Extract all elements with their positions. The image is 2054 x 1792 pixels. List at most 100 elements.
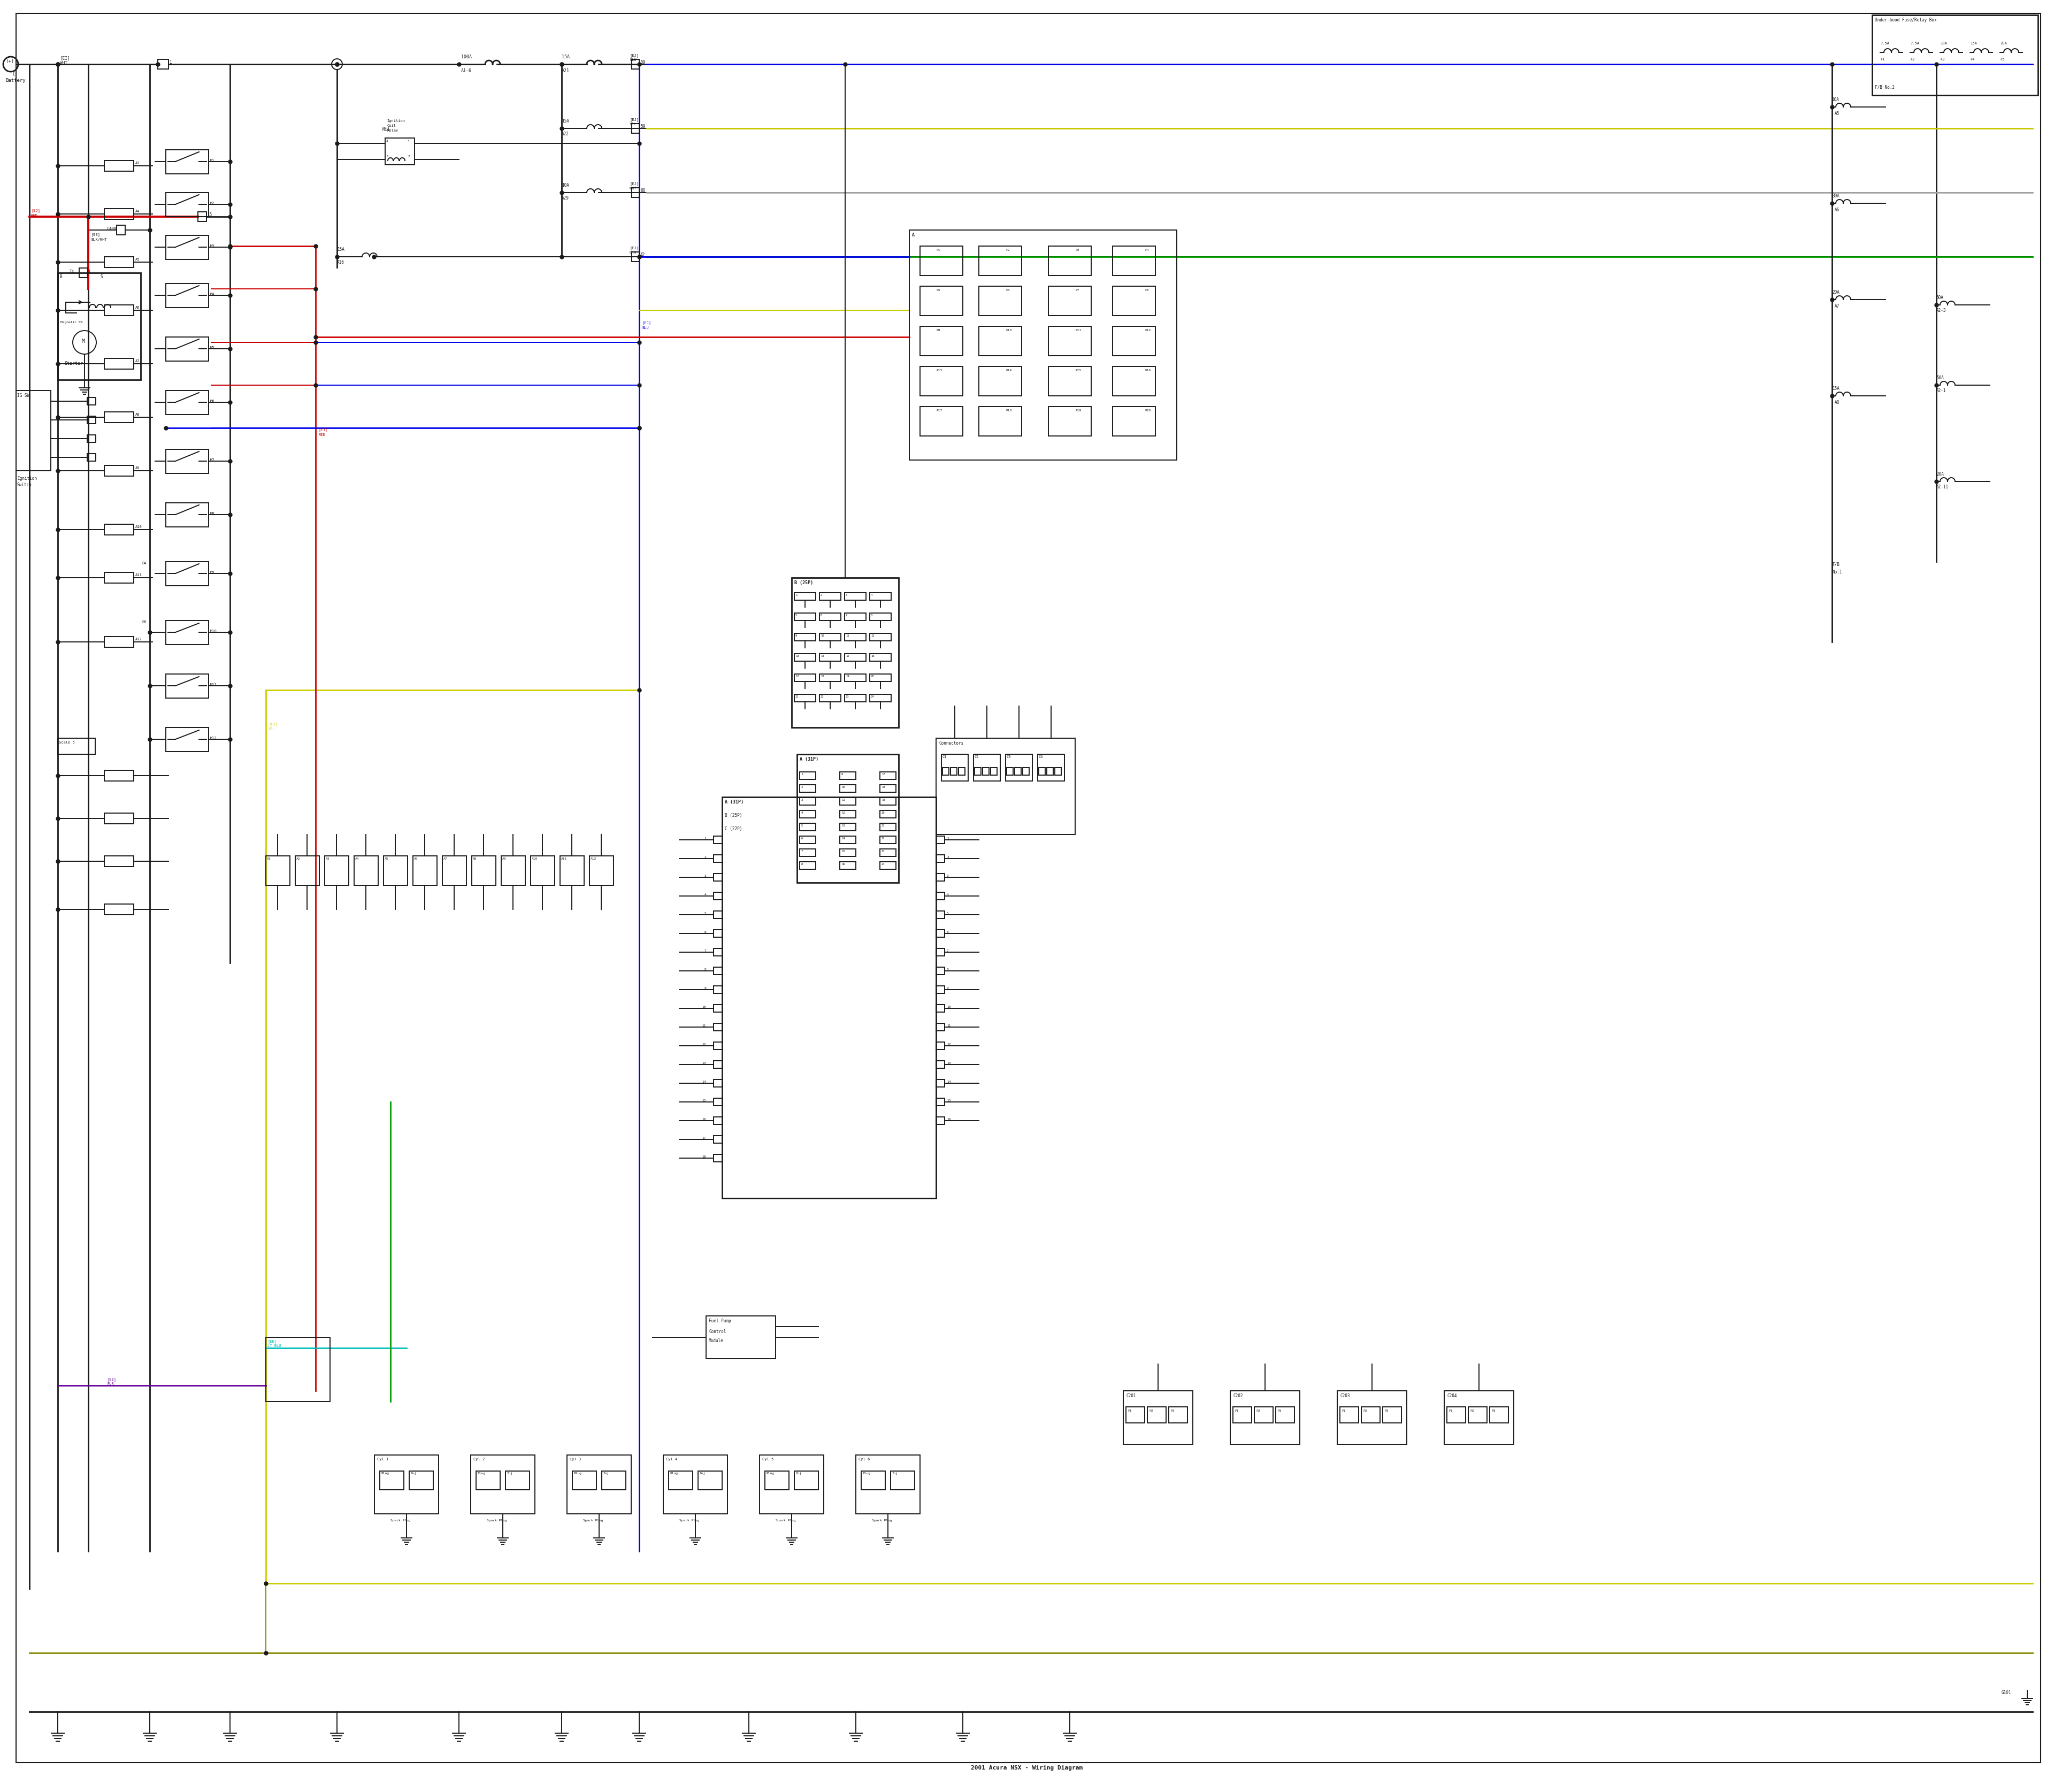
Bar xyxy=(477,1471,499,1489)
Text: P1: P1 xyxy=(1234,1410,1239,1412)
Text: 30A: 30A xyxy=(1832,194,1840,199)
Bar xyxy=(869,694,891,702)
Text: A5: A5 xyxy=(136,258,140,262)
Text: 16: 16 xyxy=(947,1118,951,1120)
Bar xyxy=(105,256,134,267)
Text: P3: P3 xyxy=(1074,249,1078,251)
Bar xyxy=(920,287,963,315)
Bar xyxy=(937,930,945,937)
Bar xyxy=(105,857,134,867)
Bar xyxy=(413,857,438,885)
Bar xyxy=(105,305,134,315)
Text: A11: A11 xyxy=(136,573,142,577)
Text: M11: M11 xyxy=(210,683,218,686)
Text: P2: P2 xyxy=(1471,1410,1475,1412)
Bar xyxy=(530,857,555,885)
Text: A2: A2 xyxy=(296,858,300,860)
Text: M: M xyxy=(82,339,84,344)
Text: Cyl 1: Cyl 1 xyxy=(378,1457,388,1460)
Text: A9: A9 xyxy=(503,858,505,860)
Bar xyxy=(1339,1407,1358,1423)
Text: 18: 18 xyxy=(820,676,824,677)
Bar xyxy=(105,636,134,647)
Bar xyxy=(795,633,815,642)
Text: C204: C204 xyxy=(1446,1394,1456,1398)
Text: PUR: PUR xyxy=(107,1382,113,1385)
Text: A8: A8 xyxy=(1834,400,1840,405)
Bar xyxy=(937,1023,945,1030)
Text: B4: B4 xyxy=(142,561,146,564)
Bar xyxy=(869,593,891,600)
Text: P2: P2 xyxy=(1006,249,1011,251)
Text: [EJ]: [EJ] xyxy=(631,54,639,57)
Text: A10: A10 xyxy=(136,525,142,529)
Bar xyxy=(879,810,896,817)
Text: P8: P8 xyxy=(1144,289,1148,292)
Bar xyxy=(1113,366,1154,396)
Text: C202: C202 xyxy=(1232,1394,1243,1398)
Bar xyxy=(937,1116,945,1124)
Text: [EI]: [EI] xyxy=(60,56,70,61)
Bar xyxy=(713,1136,723,1143)
Text: P3: P3 xyxy=(1491,1410,1495,1412)
Bar xyxy=(1446,1407,1467,1423)
Bar xyxy=(937,986,945,993)
Bar xyxy=(1382,1407,1401,1423)
Text: M9: M9 xyxy=(210,572,216,573)
Text: C201: C201 xyxy=(1126,1394,1136,1398)
Text: C4: C4 xyxy=(1039,754,1043,758)
Bar xyxy=(937,948,945,955)
Text: P2: P2 xyxy=(1148,1410,1152,1412)
Bar xyxy=(1444,1391,1514,1444)
Bar xyxy=(937,1098,945,1106)
Text: 15A: 15A xyxy=(1970,41,1976,45)
Bar xyxy=(713,1061,723,1068)
Text: 7.5A: 7.5A xyxy=(1910,41,1918,45)
Text: F5: F5 xyxy=(2001,57,2005,61)
Text: Cyl 5: Cyl 5 xyxy=(762,1457,774,1460)
Text: A2-11: A2-11 xyxy=(1937,484,1949,489)
Text: Relay: Relay xyxy=(386,129,398,133)
Text: Scale 5: Scale 5 xyxy=(60,740,74,744)
Bar xyxy=(505,1471,530,1489)
Text: 10: 10 xyxy=(820,634,824,638)
Text: 14: 14 xyxy=(820,654,824,658)
Text: P3: P3 xyxy=(1384,1410,1389,1412)
Bar xyxy=(166,450,210,473)
Bar xyxy=(86,453,97,461)
Bar xyxy=(1056,767,1062,776)
Text: B (25P): B (25P) xyxy=(795,581,813,586)
Text: 15: 15 xyxy=(842,849,844,853)
Bar xyxy=(374,1455,440,1514)
Bar xyxy=(105,208,134,219)
Text: 100A: 100A xyxy=(460,54,472,59)
Text: [EJ]: [EJ] xyxy=(641,321,651,324)
Bar xyxy=(1871,14,2038,95)
Text: M1: M1 xyxy=(210,159,216,161)
Text: 12: 12 xyxy=(871,634,875,638)
Text: A7: A7 xyxy=(136,360,140,362)
Text: Spark Plug: Spark Plug xyxy=(487,1520,507,1521)
Bar xyxy=(1006,754,1033,781)
Text: Plug: Plug xyxy=(477,1471,485,1475)
Bar xyxy=(795,654,815,661)
Bar xyxy=(974,767,982,776)
Bar xyxy=(791,577,900,728)
Bar xyxy=(713,1098,723,1106)
Text: Spark Plug: Spark Plug xyxy=(390,1520,411,1521)
Bar xyxy=(1148,1407,1167,1423)
Bar xyxy=(80,269,88,278)
Text: A5: A5 xyxy=(384,858,388,860)
Text: P2: P2 xyxy=(1255,1410,1259,1412)
Bar xyxy=(844,654,867,661)
Bar xyxy=(1169,1407,1187,1423)
Bar xyxy=(920,326,963,357)
Bar xyxy=(265,857,290,885)
Text: A4: A4 xyxy=(355,858,359,860)
Text: 11: 11 xyxy=(846,634,848,638)
Bar xyxy=(844,694,867,702)
Bar xyxy=(166,620,210,645)
Bar xyxy=(910,229,1177,461)
Text: 50A: 50A xyxy=(1937,376,1943,380)
Text: F1: F1 xyxy=(1879,57,1886,61)
